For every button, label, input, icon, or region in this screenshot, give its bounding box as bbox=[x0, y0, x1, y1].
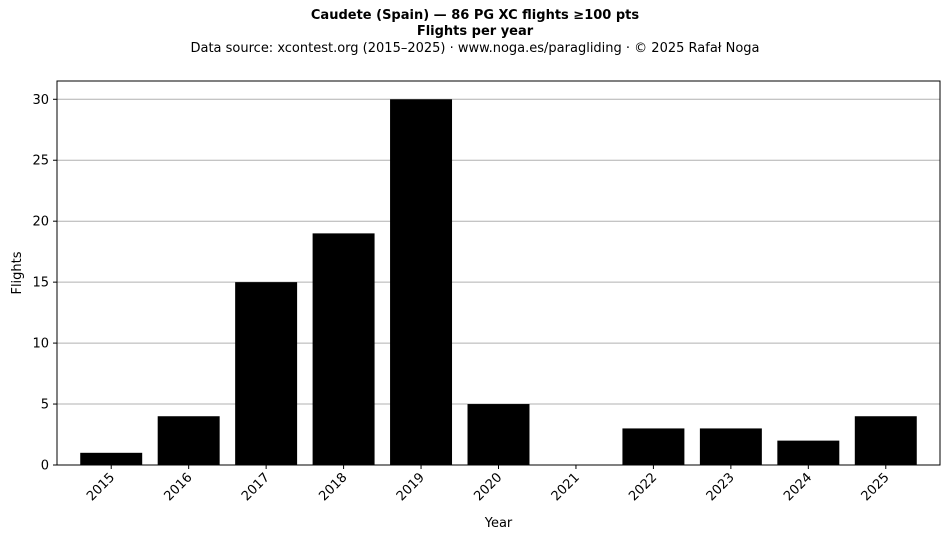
y-tick-label: 25 bbox=[32, 154, 49, 169]
y-axis-label: Flights bbox=[10, 251, 25, 294]
x-tick-label: 2019 bbox=[394, 470, 428, 504]
x-tick-label: 2021 bbox=[549, 470, 583, 504]
x-tick-label: 2015 bbox=[84, 470, 118, 504]
y-tick-label: 15 bbox=[32, 276, 49, 291]
x-tick-label: 2025 bbox=[859, 470, 893, 504]
bar-2024 bbox=[777, 440, 840, 465]
bar-2020 bbox=[467, 404, 530, 465]
x-tick-label: 2016 bbox=[161, 470, 195, 504]
bar-2015 bbox=[80, 452, 143, 465]
y-gridlines bbox=[57, 98, 940, 405]
bar-2017 bbox=[235, 282, 298, 465]
x-axis: 2015 2016 2017 2018 2019 2020 2021 2022 2023 2024… bbox=[84, 465, 893, 504]
x-tick-label: 2022 bbox=[626, 470, 660, 504]
y-tick-label: 20 bbox=[32, 215, 49, 230]
y-axis: 0 5 10 15 20 25 30 bbox=[32, 93, 57, 474]
x-axis-label: Year bbox=[484, 516, 513, 531]
chart-title: Caudete (Spain) — 86 PG XC flights ≥100 … bbox=[310, 8, 640, 23]
x-tick-label: 2023 bbox=[704, 470, 738, 504]
bar-2019 bbox=[390, 99, 453, 466]
x-tick-label: 2020 bbox=[471, 470, 505, 504]
chart-source-note: Data source: xcontest.org (2015–2025) · … bbox=[190, 41, 760, 56]
x-tick-label: 2024 bbox=[781, 470, 815, 504]
bar-2022 bbox=[622, 428, 685, 465]
bar-2018 bbox=[312, 233, 375, 465]
chart-title-block: Caudete (Spain) — 86 PG XC flights ≥100 … bbox=[0, 8, 950, 58]
y-tick-label: 30 bbox=[32, 93, 49, 108]
bar-2025 bbox=[854, 416, 917, 465]
y-tick-label: 5 bbox=[41, 398, 49, 413]
x-tick-label: 2017 bbox=[239, 470, 273, 504]
bar-2016 bbox=[157, 416, 220, 465]
bar-2023 bbox=[699, 428, 762, 465]
chart-subtitle: Flights per year bbox=[416, 24, 534, 39]
bars bbox=[80, 99, 917, 466]
x-tick-label: 2018 bbox=[316, 470, 350, 504]
y-tick-label: 0 bbox=[41, 459, 49, 474]
y-tick-label: 10 bbox=[32, 337, 49, 352]
